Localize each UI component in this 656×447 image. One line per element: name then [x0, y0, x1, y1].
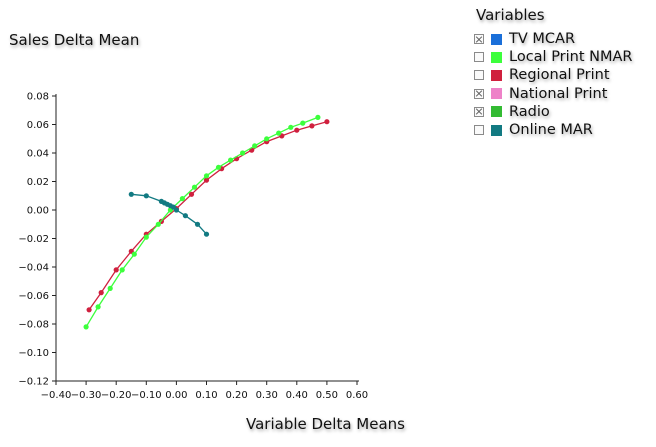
series-layer — [83, 114, 330, 330]
y-tick-label: 0.00 — [27, 206, 49, 217]
legend-label: Local Print NMAR — [509, 49, 633, 66]
series-line-local-print-nmar — [85, 116, 319, 328]
data-point-regional-print — [309, 123, 315, 129]
legend-swatch — [491, 106, 502, 118]
legend-label: Regional Print — [509, 67, 610, 84]
legend-checkbox[interactable] — [474, 106, 484, 117]
legend-title: Variables — [476, 6, 545, 24]
data-point-online-mar — [173, 207, 179, 213]
legend-item-tv-mcar[interactable]: TV MCAR — [474, 30, 650, 48]
data-point-online-mar — [203, 231, 210, 237]
legend-swatch — [491, 124, 502, 136]
y-tick-label: −0.12 — [18, 377, 49, 388]
data-point-local-print-nmar — [300, 120, 306, 126]
data-point-regional-print — [86, 307, 92, 313]
data-point-local-print-nmar — [119, 267, 125, 273]
data-point-local-print-nmar — [179, 196, 185, 202]
legend-checkbox[interactable] — [474, 52, 484, 63]
data-point-regional-print — [203, 177, 210, 183]
legend-label: Online MAR — [509, 122, 593, 139]
data-point-online-mar — [194, 221, 201, 227]
data-point-local-print-nmar — [95, 304, 101, 310]
x-tick-label: 0.40 — [286, 390, 308, 401]
series-regional-print — [86, 119, 330, 313]
legend-item-national-print[interactable]: National Print — [474, 85, 650, 103]
data-point-local-print-nmar — [228, 157, 234, 163]
data-point-local-print-nmar — [264, 136, 270, 142]
x-tick-label: 0.60 — [346, 390, 368, 401]
data-point-local-print-nmar — [155, 221, 161, 227]
legend-label: National Print — [509, 85, 608, 102]
y-tick-label: −0.10 — [18, 348, 49, 359]
legend-swatch — [491, 51, 502, 63]
data-point-regional-print — [294, 127, 300, 133]
x-tick-label: −0.20 — [101, 390, 132, 401]
data-point-local-print-nmar — [215, 164, 222, 170]
legend-checkbox[interactable] — [474, 34, 484, 45]
x-tick-label: −0.40 — [41, 390, 72, 401]
legend-item-online-mar[interactable]: Online MAR — [474, 121, 650, 139]
x-tick-label: 0.10 — [195, 390, 217, 401]
legend-checkbox[interactable] — [474, 88, 484, 99]
data-point-regional-print — [113, 267, 119, 273]
x-axis-title: Variable Delta Means — [246, 415, 405, 433]
series-online-mar — [128, 191, 210, 237]
data-point-online-mar — [182, 213, 188, 219]
legend-item-local-print-nmar[interactable]: Local Print NMAR — [474, 48, 650, 66]
data-point-local-print-nmar — [240, 150, 246, 156]
y-tick-label: 0.02 — [27, 177, 49, 188]
x-tick-label: 0.30 — [256, 390, 278, 401]
legend-checkbox[interactable] — [474, 125, 484, 136]
legend-item-radio[interactable]: Radio — [474, 103, 650, 121]
data-point-local-print-nmar — [288, 124, 294, 130]
data-point-local-print-nmar — [83, 324, 89, 330]
x-tick-label: −0.10 — [131, 390, 162, 401]
legend-items: TV MCAR Local Print NMAR Regional Print Nat… — [474, 30, 650, 139]
data-point-local-print-nmar — [143, 234, 149, 240]
y-tick-label: −0.08 — [18, 320, 49, 331]
data-point-local-print-nmar — [191, 184, 198, 190]
y-axis-title: Sales Delta Mean — [9, 31, 140, 49]
x-tick-label: 0.20 — [225, 390, 247, 401]
legend: Variables TV MCAR Local Print NMAR Regiona… — [474, 6, 650, 139]
series-local-print-nmar — [83, 114, 321, 330]
y-tick-label: −0.02 — [18, 234, 49, 245]
data-point-local-print-nmar — [276, 130, 282, 136]
legend-label: TV MCAR — [509, 31, 576, 48]
y-tick-label: −0.04 — [18, 263, 49, 274]
data-point-online-mar — [143, 193, 149, 199]
data-point-regional-print — [324, 119, 330, 125]
y-tick-label: 0.08 — [27, 92, 49, 103]
x-tick-label: 0.00 — [165, 390, 187, 401]
y-tick-label: 0.04 — [27, 149, 49, 160]
y-tick-label: −0.06 — [18, 291, 49, 302]
data-point-online-mar — [128, 191, 134, 197]
axes: 0.08 0.06 0.04 0.02 0.00 −0.02 −0.04 −0.06 −0.08… — [18, 92, 368, 402]
series-line-regional-print — [88, 121, 328, 311]
data-point-local-print-nmar — [252, 143, 258, 149]
data-point-local-print-nmar — [131, 251, 137, 257]
data-point-regional-print — [188, 191, 195, 197]
x-tick-label: 0.50 — [316, 390, 338, 401]
data-point-local-print-nmar — [203, 173, 210, 179]
legend-label: Radio — [509, 103, 550, 120]
x-tick-label: −0.30 — [71, 390, 102, 401]
legend-checkbox[interactable] — [474, 70, 484, 81]
data-point-local-print-nmar — [315, 114, 321, 120]
legend-item-regional-print[interactable]: Regional Print — [474, 66, 650, 84]
data-point-local-print-nmar — [107, 285, 113, 291]
data-point-regional-print — [98, 290, 104, 296]
legend-swatch — [491, 33, 502, 45]
y-tick-label: 0.06 — [27, 120, 49, 131]
legend-swatch — [491, 88, 502, 100]
legend-swatch — [491, 69, 502, 81]
